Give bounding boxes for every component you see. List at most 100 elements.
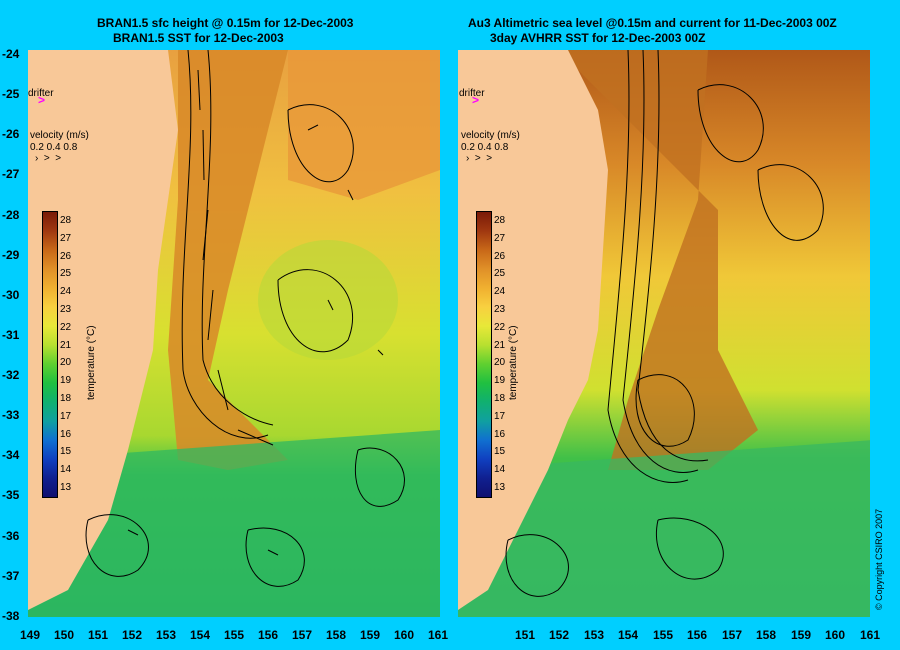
lon-label: 155: [223, 628, 245, 642]
lon-label: 152: [121, 628, 143, 642]
velocity-legend-arrows: › > >: [35, 153, 62, 164]
drifter-marker-icon: >: [38, 93, 46, 107]
lon-label: 149: [19, 628, 41, 642]
colorbar-tick: 17: [494, 410, 506, 422]
colorbar-tick: 15: [60, 446, 72, 458]
colorbar-tick: 27: [60, 232, 72, 244]
lon-label: 158: [325, 628, 347, 642]
lat-label: -25: [2, 87, 20, 101]
lat-label: -27: [2, 167, 20, 181]
lon-label: 158: [755, 628, 777, 642]
colorbar-tick: 20: [60, 357, 72, 369]
lon-label: 160: [824, 628, 846, 642]
lon-label: 156: [686, 628, 708, 642]
cool-water-south: [28, 430, 440, 617]
lat-label: -33: [2, 408, 20, 422]
lat-label: -34: [2, 448, 20, 462]
velocity-legend-arrows: › > >: [466, 153, 493, 164]
colorbar-tick: 16: [60, 428, 72, 440]
lon-label: 151: [87, 628, 109, 642]
cool-water-south: [458, 440, 870, 617]
colorbar-tick: 28: [60, 214, 72, 226]
colorbar-tick: 19: [494, 375, 506, 387]
velocity-arrows: [127, 69, 384, 556]
colorbar-tick: 18: [60, 393, 72, 405]
colorbar-tick: 27: [494, 232, 506, 244]
lon-label: 156: [257, 628, 279, 642]
drifter-marker-icon: >: [472, 93, 480, 107]
colorbar-left: [42, 211, 58, 498]
colorbar-tick: 25: [494, 268, 506, 280]
land-australia: [28, 50, 178, 610]
colorbar-label-right: temperature (°C): [508, 325, 519, 400]
velocity-legend-values: 0.2 0.4 0.8: [461, 142, 509, 153]
lat-label: -29: [2, 248, 20, 262]
colorbar-tick: 24: [60, 286, 72, 298]
colorbar-tick: 23: [60, 303, 72, 315]
colorbar-tick: 20: [494, 357, 506, 369]
colorbar-tick: 28: [494, 214, 506, 226]
lon-label: 154: [189, 628, 211, 642]
left-title-line2: BRAN1.5 SST for 12-Dec-2003: [113, 31, 284, 45]
colorbar-tick: 26: [60, 250, 72, 262]
right-map-svg: [458, 50, 870, 617]
velocity-legend-values: 0.2 0.4 0.8: [30, 142, 78, 153]
land-australia: [458, 50, 608, 610]
east-australian-current: [558, 50, 758, 470]
velocity-legend-title: velocity (m/s): [30, 130, 89, 141]
colorbar-tick: 17: [60, 410, 72, 422]
colorbar-tick: 14: [60, 464, 72, 476]
right-title-line1: Au3 Altimetric sea level @0.15m and curr…: [468, 16, 837, 30]
lat-label: -32: [2, 368, 20, 382]
colorbar-tick: 18: [494, 393, 506, 405]
lon-label: 157: [291, 628, 313, 642]
right-map-panel: [458, 50, 870, 617]
lon-label: 153: [155, 628, 177, 642]
lat-label: -28: [2, 208, 20, 222]
left-map-svg: [28, 50, 440, 617]
lon-label: 153: [583, 628, 605, 642]
colorbar-tick: 26: [494, 250, 506, 262]
velocity-legend-title: velocity (m/s): [461, 130, 520, 141]
lon-label: 159: [790, 628, 812, 642]
lon-label: 155: [652, 628, 674, 642]
sea-level-contours: [505, 50, 824, 597]
colorbar-tick: 13: [60, 482, 72, 494]
lon-label: 150: [53, 628, 75, 642]
lon-label: 151: [514, 628, 536, 642]
lon-label: 152: [548, 628, 570, 642]
lon-label: 154: [617, 628, 639, 642]
lat-label: -26: [2, 127, 20, 141]
drifter-label: drifter: [28, 88, 54, 99]
colorbar-tick: 19: [60, 375, 72, 387]
colorbar-tick: 13: [494, 482, 506, 494]
colorbar-tick: 22: [60, 321, 72, 333]
lon-label: 161: [427, 628, 449, 642]
colorbar-tick: 23: [494, 303, 506, 315]
drifter-label: drifter: [459, 88, 485, 99]
colorbar-label-left: temperature (°C): [86, 325, 97, 400]
lon-label: 157: [721, 628, 743, 642]
right-title-line2: 3day AVHRR SST for 12-Dec-2003 00Z: [490, 31, 706, 45]
lat-label: -31: [2, 328, 20, 342]
colorbar-tick: 25: [60, 268, 72, 280]
colorbar-right: [476, 211, 492, 498]
lat-label: -30: [2, 288, 20, 302]
lon-label: 160: [393, 628, 415, 642]
left-map-panel: [28, 50, 440, 617]
colorbar-tick: 21: [60, 339, 72, 351]
lat-label: -37: [2, 569, 20, 583]
lat-label: -35: [2, 488, 20, 502]
colorbar-tick: 24: [494, 286, 506, 298]
colorbar-tick: 15: [494, 446, 506, 458]
colorbar-tick: 16: [494, 428, 506, 440]
lat-label: -36: [2, 529, 20, 543]
colorbar-tick: 21: [494, 339, 506, 351]
warm-eddy-north: [288, 50, 440, 200]
lat-label: -38: [2, 609, 20, 623]
copyright-notice: © Copyright CSIRO 2007: [874, 508, 884, 610]
colorbar-tick: 14: [494, 464, 506, 476]
east-australian-current: [168, 50, 288, 470]
colorbar-tick: 22: [494, 321, 506, 333]
lon-label: 159: [359, 628, 381, 642]
